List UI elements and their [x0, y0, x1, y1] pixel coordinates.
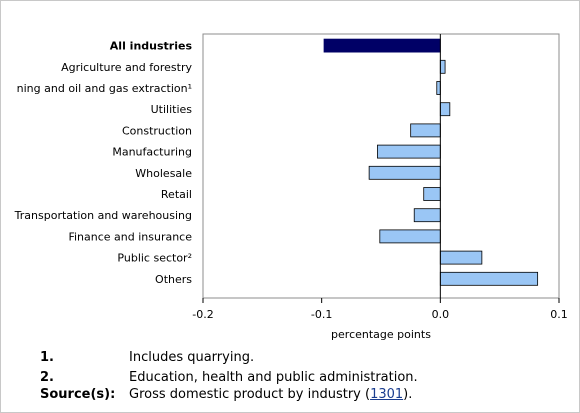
x-tick-label-0: -0.2 — [192, 308, 213, 321]
bar-cat-9 — [379, 229, 441, 244]
x-tick-label-3: 0.1 — [550, 308, 568, 321]
source-link[interactable]: 1301 — [370, 387, 404, 402]
bar-cat-8 — [413, 208, 441, 223]
footnote-2: 2. Education, health and public administ… — [0, 370, 580, 388]
bar-cat-7 — [423, 187, 441, 201]
plot-area — [202, 33, 560, 299]
source-text: Gross domestic product by industry (1301… — [129, 387, 412, 402]
category-label-cat-3: Utilities — [151, 103, 193, 116]
category-label-cat-8: Transportation and warehousing — [14, 209, 192, 222]
bar-cat-2 — [439, 59, 446, 74]
category-label-cat-6: Wholesale — [135, 167, 192, 180]
x-axis-title: percentage points — [331, 328, 431, 341]
category-label-cat-5: Manufacturing — [112, 146, 192, 159]
bar-cat-0 — [323, 38, 441, 53]
bar-cat-6 — [368, 165, 441, 180]
x-tick-label-1: -0.1 — [311, 308, 332, 321]
category-label-cat-2: Agriculture and forestry — [61, 61, 192, 74]
source-row: Source(s): Gross domestic product by ind… — [0, 387, 580, 405]
footnote-1: 1. Includes quarrying. — [0, 350, 580, 368]
footnote-2-key: 2. — [40, 370, 54, 385]
category-label-cat-0: All industries — [110, 40, 193, 53]
category-label-cat-9: Finance and insurance — [68, 230, 192, 243]
bar-cat-11 — [439, 271, 539, 286]
category-label-cat-7: Retail — [161, 188, 192, 201]
bar-chart: All industries ning and oil and gas extra… — [14, 33, 568, 341]
bar-cat-4 — [410, 123, 441, 138]
bar-cat-3 — [439, 102, 451, 117]
category-labels: All industries ning and oil and gas extra… — [14, 40, 193, 286]
category-label-cat-4: Construction — [122, 124, 192, 137]
bar-cat-1 — [436, 81, 441, 95]
bar-cat-5 — [377, 144, 441, 159]
footnote-2-text: Education, health and public administrat… — [129, 370, 418, 385]
x-axis-ticks: -0.2 -0.1 0.0 0.1 — [192, 298, 568, 321]
category-label-cat-11: Others — [155, 273, 192, 286]
footnote-1-text: Includes quarrying. — [129, 350, 255, 365]
category-label-cat-10: Public sector² — [117, 252, 192, 265]
category-label-cat-1: ning and oil and gas extraction¹ — [17, 82, 192, 95]
source-key: Source(s): — [40, 387, 116, 402]
bar-cat-10 — [439, 250, 483, 265]
source-text-before: Gross domestic product by industry ( — [129, 387, 371, 402]
footnote-1-key: 1. — [40, 350, 54, 365]
source-text-after: ). — [403, 387, 413, 402]
x-tick-label-2: 0.0 — [432, 308, 450, 321]
